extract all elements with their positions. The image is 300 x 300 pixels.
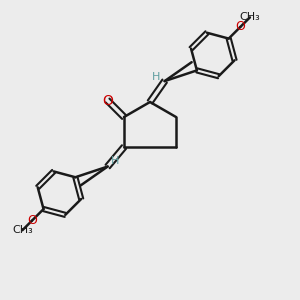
Text: CH₃: CH₃	[239, 12, 260, 22]
Text: O: O	[102, 94, 113, 107]
Text: O: O	[27, 214, 37, 227]
Text: H: H	[152, 72, 160, 82]
Text: H: H	[111, 156, 119, 166]
Text: CH₃: CH₃	[12, 225, 33, 235]
Text: O: O	[236, 20, 245, 33]
